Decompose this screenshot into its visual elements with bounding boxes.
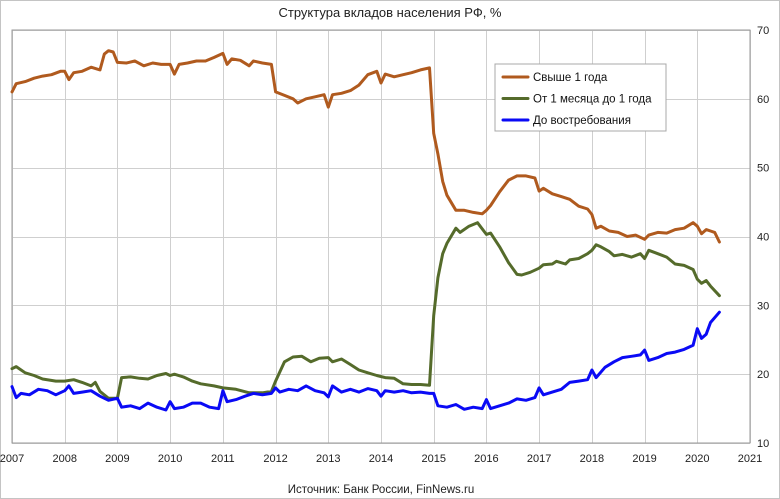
chart-title: Структура вкладов населения РФ, % <box>279 5 502 20</box>
legend-label-1: Свыше 1 года <box>533 72 608 84</box>
x-tick-label-2010: 2010 <box>158 453 182 465</box>
legend: Свыше 1 года От 1 месяца до 1 года До вост… <box>494 63 667 132</box>
y-tick-label-60: 60 <box>757 94 769 106</box>
y-tick-label-70: 70 <box>757 25 769 37</box>
x-tick-label-2016: 2016 <box>474 453 498 465</box>
x-tick-label-2019: 2019 <box>632 453 656 465</box>
x-tick-label-2020: 2020 <box>685 453 709 465</box>
x-tick-label-2007: 2007 <box>0 453 24 465</box>
x-tick-label-2017: 2017 <box>527 453 551 465</box>
series-line-3 <box>10 310 721 412</box>
legend-label-2: От 1 месяца до 1 года <box>533 94 652 106</box>
x-tick-label-2013: 2013 <box>316 453 340 465</box>
series-line-2 <box>10 221 721 400</box>
x-tick-label-2012: 2012 <box>263 453 287 465</box>
series-line-1 <box>10 49 721 244</box>
x-tick-label-2015: 2015 <box>421 453 445 465</box>
source-note: Источник: Банк России, FinNews.ru <box>288 484 474 496</box>
y-tick-label-50: 50 <box>757 163 769 175</box>
x-tick-label-2021: 2021 <box>738 453 762 465</box>
x-tick-label-2011: 2011 <box>211 453 235 465</box>
legend-label-3: До востребования <box>533 115 631 127</box>
x-tick-label-2018: 2018 <box>580 453 604 465</box>
y-tick-label-40: 40 <box>757 232 769 244</box>
y-axis-tick-labels: 10 20 30 40 50 60 70 <box>757 25 769 450</box>
series-layer <box>10 49 721 412</box>
x-tick-label-2008: 2008 <box>52 453 76 465</box>
y-tick-label-30: 30 <box>757 300 769 312</box>
y-tick-label-10: 10 <box>757 438 769 450</box>
plot-area-frame <box>11 29 751 444</box>
x-tick-label-2009: 2009 <box>105 453 129 465</box>
x-tick-label-2014: 2014 <box>369 453 393 465</box>
x-axis-tick-labels: 2007 2008 2009 2010 2011 2012 2013 2014 2015 2016… <box>0 453 762 465</box>
y-tick-label-20: 20 <box>757 369 769 381</box>
